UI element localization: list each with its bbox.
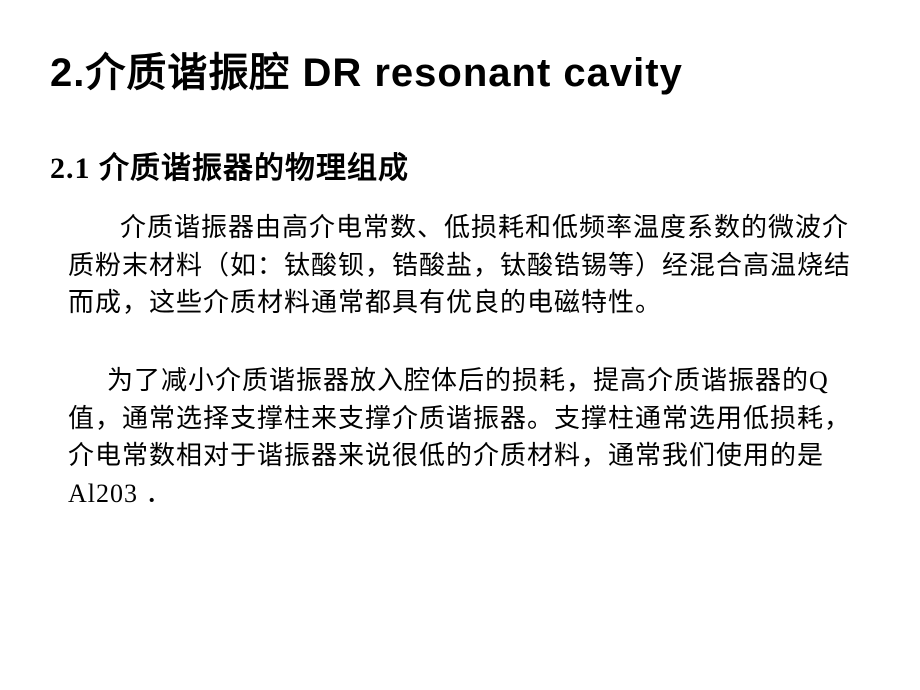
paragraph-1: 介质谐振器由高介电常数、低损耗和低频率温度系数的微波介质粉末材料（如：钛酸钡，锆…: [50, 209, 870, 322]
section-subtitle: 2.1 介质谐振器的物理组成: [50, 143, 870, 187]
paragraph-2: 为了减小介质谐振器放入腔体后的损耗，提高介质谐振器的Q值，通常选择支撑柱来支撑介…: [50, 362, 870, 513]
slide-title: 2.介质谐振腔 DR resonant cavity: [50, 40, 870, 98]
